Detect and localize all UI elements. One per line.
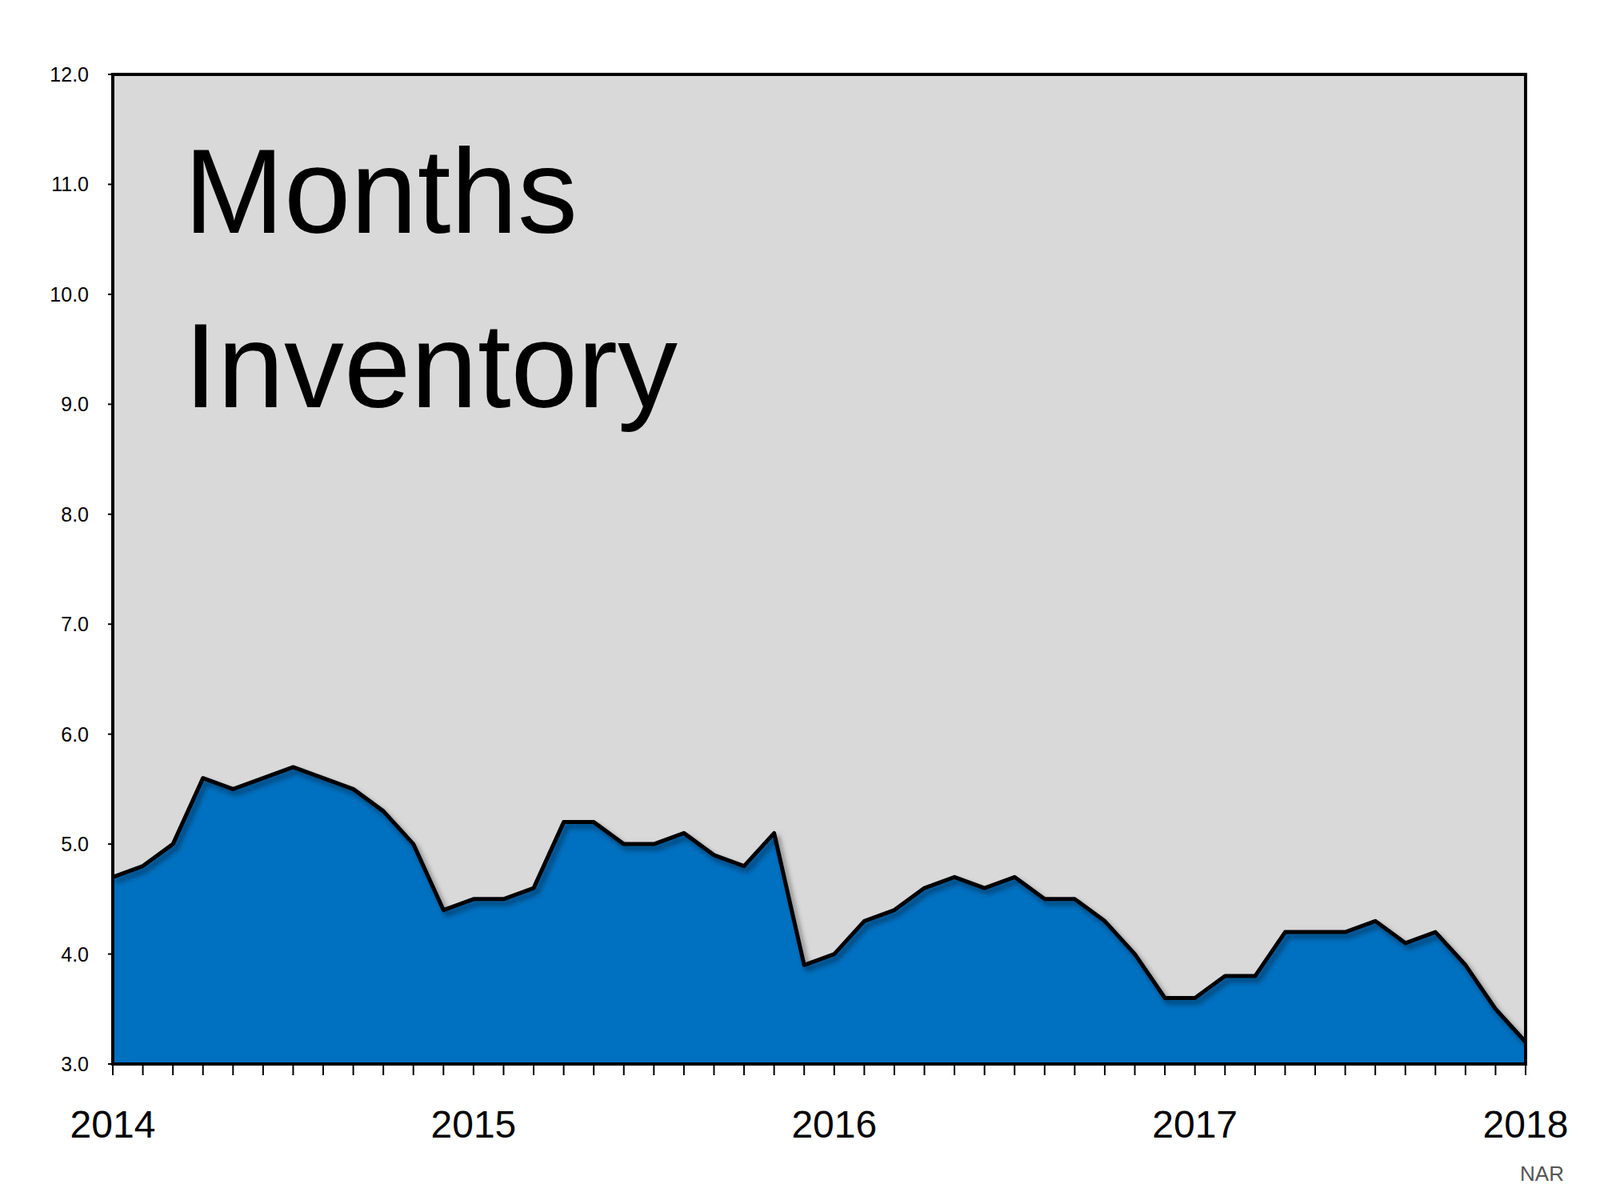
source: NAR [1520,1161,1564,1186]
x-tick [532,1064,535,1076]
x-tick [773,1064,776,1076]
y-tick-label: 3.0 [60,1052,89,1076]
x-tick [652,1064,655,1076]
x-tick [833,1064,836,1076]
x-tick [563,1064,565,1076]
x-tick [924,1064,926,1076]
x-tick [1284,1064,1286,1076]
x-tick [1374,1064,1376,1076]
x-tick [1073,1064,1076,1076]
plot-frame [112,74,1526,1064]
x-tick [1494,1064,1496,1076]
x-tick [1134,1064,1136,1076]
x-tick [112,1064,114,1076]
x-tick [1104,1064,1106,1076]
x-tick-label: 2016 [791,1103,877,1146]
x-tick-label: 2017 [1152,1103,1238,1146]
x-tick [1013,1064,1016,1076]
y-tick-label: 5.0 [60,832,89,856]
x-tick-label: 2018 [1483,1103,1569,1146]
x-tick [1344,1064,1347,1076]
x-tick [1464,1064,1467,1076]
x-tick [1044,1064,1046,1076]
x-tick [142,1064,144,1076]
x-tick [1224,1064,1226,1076]
x-tick [382,1064,384,1076]
x-tick [863,1064,865,1076]
y-tick [108,513,113,516]
x-tick [623,1064,625,1076]
y-tick [108,953,113,956]
y-tick-label: 10.0 [49,283,89,306]
x-tick [1434,1064,1436,1076]
x-tick [1254,1064,1256,1076]
x-tick [592,1064,595,1076]
y-tick-label: 12.0 [49,63,89,86]
y-tick [108,403,113,405]
background [0,0,1600,1200]
x-tick [232,1064,234,1076]
x-tick [172,1064,174,1076]
y-tick [108,843,113,845]
title-line: Inventory [184,298,678,433]
y-tick [108,183,113,185]
x-tick [292,1064,294,1076]
x-tick [1524,1064,1527,1076]
x-tick [1194,1064,1196,1076]
y-tick-label: 8.0 [60,503,89,526]
area [112,767,1526,1064]
x-tick [803,1064,805,1076]
y-tick-label: 4.0 [60,943,89,966]
plot-area [112,74,1526,1064]
y-tick-label: 6.0 [60,723,89,746]
x-tick [472,1064,475,1076]
x-tick [743,1064,745,1076]
x-tick-label: 2015 [431,1103,517,1146]
x-tick [984,1064,986,1076]
x-tick [1404,1064,1407,1076]
y-tick-label: 9.0 [60,392,89,416]
y-tick-label: 11.0 [51,172,89,196]
x-tick [502,1064,504,1076]
line [112,767,1526,1043]
y-tick [108,733,113,736]
x-tick [352,1064,355,1076]
x-tick-label: 2014 [70,1103,156,1146]
x-tick [262,1064,264,1076]
y-tick [108,623,113,625]
x-tick [712,1064,715,1076]
x-tick [1164,1064,1166,1076]
y-tick [108,293,113,296]
x-tick [953,1064,956,1076]
x-tick [322,1064,324,1076]
title-line: Months [184,124,578,259]
y-tick-label: 7.0 [60,612,89,636]
title: Months Inventory [184,124,678,433]
x-tick [1314,1064,1316,1076]
x-tick [683,1064,685,1076]
y-tick [108,73,113,76]
series-group [112,767,1526,1064]
x-tick [202,1064,204,1076]
x-tick [893,1064,896,1076]
x-tick [442,1064,444,1076]
x-tick [412,1064,415,1076]
